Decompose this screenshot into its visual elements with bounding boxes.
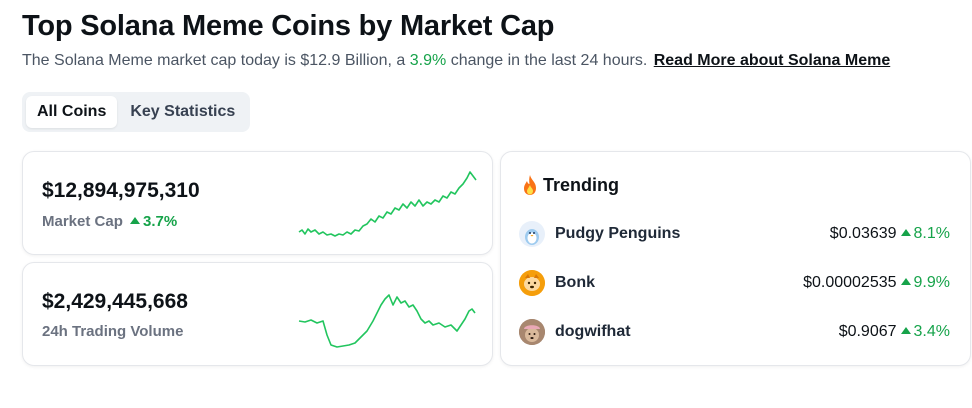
trading-volume-label: 24h Trading Volume [42, 323, 184, 340]
market-cap-label: Market Cap [42, 213, 123, 230]
trending-item-name: dogwifhat [555, 323, 631, 340]
market-cap-change: 3.7% [130, 213, 177, 230]
trending-item-change: 8.1% [900, 225, 950, 243]
market-cap-card: $12,894,975,310 Market Cap 3.7% [22, 151, 493, 255]
pudgy-penguins-glyph [525, 229, 539, 245]
page-subtitle: The Solana Meme market cap today is $12.… [22, 52, 890, 70]
trading-volume-sparkline [298, 294, 476, 348]
trending-item-price: $0.00002535 [803, 274, 897, 291]
trending-header: Trending [521, 174, 619, 196]
tab-all-coins[interactable]: All Coins [26, 96, 118, 128]
trending-item-price: $0.03639 [829, 225, 897, 242]
trading-volume-sparkline-line [298, 294, 476, 348]
subtitle-suffix: change in the last 24 hours. [450, 52, 648, 69]
up-arrow-icon [130, 217, 141, 224]
trading-volume-value: $2,429,445,668 [42, 290, 188, 313]
view-tabs: All Coins Key Statistics [22, 92, 251, 132]
trending-item-dogwifhat[interactable]: dogwifhat $0.9067 3.4% [519, 318, 950, 346]
fire-icon [524, 175, 536, 195]
up-arrow-icon [900, 229, 911, 236]
market-cap-value: $12,894,975,310 [42, 179, 200, 202]
market-cap-sparkline-line [298, 171, 477, 237]
pudgy-penguins-icon [519, 221, 545, 247]
read-more-link[interactable]: Read More about Solana Meme [653, 52, 891, 69]
page-title: Top Solana Meme Coins by Market Cap [22, 10, 555, 42]
trending-item-change-value: 9.9% [913, 274, 950, 291]
trending-item-pudgy-penguins[interactable]: Pudgy Penguins $0.03639 8.1% [519, 220, 950, 248]
trending-item-name: Bonk [555, 274, 595, 291]
tab-key-statistics[interactable]: Key Statistics [130, 103, 236, 120]
dogwifhat-glyph [519, 319, 545, 345]
trending-item-bonk[interactable]: Bonk $0.00002535 9.9% [519, 269, 950, 297]
trending-title: Trending [543, 174, 619, 195]
trending-item-change: 3.4% [900, 323, 950, 341]
subtitle-change: 3.9% [409, 52, 447, 69]
trending-item-name: Pudgy Penguins [555, 225, 681, 242]
up-arrow-icon [900, 278, 911, 285]
trading-volume-card: $2,429,445,668 24h Trading Volume [22, 262, 493, 366]
up-arrow-icon [900, 327, 911, 334]
market-cap-sparkline [298, 171, 477, 237]
trending-item-price: $0.9067 [838, 323, 897, 340]
trending-item-change-value: 8.1% [913, 225, 950, 242]
trending-item-change-value: 3.4% [913, 323, 950, 340]
subtitle-prefix: The Solana Meme market cap today is $12.… [22, 52, 406, 69]
trending-item-change: 9.9% [900, 274, 950, 292]
bonk-glyph [519, 270, 545, 296]
market-cap-change-value: 3.7% [143, 213, 178, 230]
bonk-icon [519, 270, 545, 296]
dogwifhat-icon [519, 319, 545, 345]
trending-card: Trending Pudgy Penguins $0.03639 8.1% [500, 151, 971, 366]
market-cap-label-row: Market Cap 3.7% [42, 213, 177, 230]
